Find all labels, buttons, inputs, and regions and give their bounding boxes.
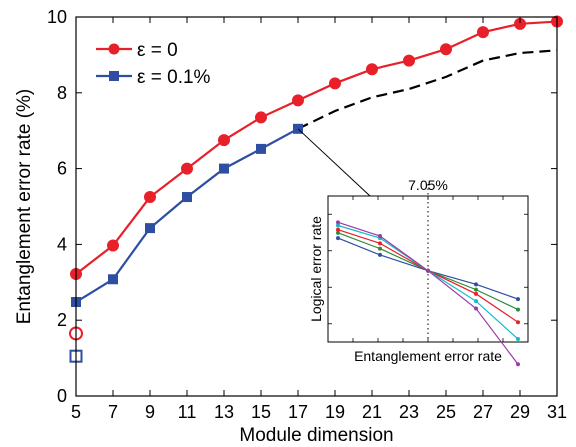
data-point (366, 63, 378, 76)
y-tick-label: 10 (47, 7, 67, 27)
inset-point (378, 234, 382, 239)
legend-marker (109, 71, 119, 81)
y-tick-label: 6 (57, 159, 67, 179)
data-point (256, 143, 266, 154)
data-point (329, 77, 341, 90)
data-point (440, 43, 452, 56)
inset-point (378, 246, 382, 251)
x-tick-label: 7 (108, 402, 118, 422)
plot-frame (75, 16, 558, 397)
data-point (145, 223, 155, 234)
inset-point (336, 227, 340, 232)
inset-x-label: Entanglement error rate (354, 348, 502, 364)
inset-point (516, 337, 520, 342)
y-tick-label: 0 (57, 386, 67, 406)
inset-point (336, 230, 340, 235)
inset-connector (297, 128, 371, 197)
x-tick-label: 5 (71, 402, 81, 422)
data-point (108, 274, 118, 285)
x-tick-label: 21 (362, 402, 382, 422)
inset-point (516, 320, 520, 325)
ticks-layer: 5 7 9 11 13 15 17 19 21 23 25 27 29 31 0 2 4 6 8 10 (47, 7, 567, 422)
legend: ε = 0 ε = 0.1% (96, 40, 211, 88)
data-point (182, 192, 192, 203)
inset-point (426, 268, 430, 273)
x-tick-label: 17 (288, 402, 308, 422)
data-point (477, 26, 489, 39)
inset-point (378, 252, 382, 257)
legend-label: ε = 0.1% (137, 67, 211, 88)
data-point (181, 162, 193, 175)
series-line-1 (75, 20, 558, 275)
x-tick-label: 19 (325, 402, 345, 422)
x-tick-label: 15 (251, 402, 271, 422)
data-point (144, 191, 156, 204)
inset-chart: 7.05% Entanglement error rate Logical erro… (297, 128, 529, 367)
inset-point (474, 291, 478, 296)
series-extrapolated-line (297, 49, 558, 130)
data-point (219, 163, 229, 174)
inset-point (336, 220, 340, 225)
series-layer (69, 15, 563, 363)
y-tick-label: 4 (57, 234, 67, 254)
data-point (255, 111, 267, 124)
x-tick-label: 25 (436, 402, 456, 422)
x-tick-label: 9 (145, 402, 155, 422)
y-tick-label: 2 (57, 310, 67, 330)
inset-point (516, 362, 520, 367)
inset-point (336, 236, 340, 241)
data-point (107, 239, 119, 252)
inset-point (516, 307, 520, 312)
x-tick-label: 11 (178, 402, 197, 422)
legend-marker (108, 43, 120, 55)
x-tick-label: 13 (214, 402, 234, 422)
x-tick-label: 29 (510, 402, 530, 422)
x-axis-label: Module dimension (239, 425, 393, 446)
x-tick-label: 31 (547, 402, 567, 422)
data-point (403, 54, 415, 67)
legend-label: ε = 0 (137, 40, 178, 61)
x-tick-label: 27 (473, 402, 493, 422)
inset-point (474, 282, 478, 287)
inset-threshold-label: 7.05% (408, 177, 448, 193)
data-point (292, 94, 304, 107)
data-point (218, 134, 230, 147)
y-axis-label: Entanglement error rate (%) (14, 89, 35, 325)
y-tick-label: 8 (57, 83, 67, 103)
inset-point (336, 223, 340, 228)
inset-point (474, 306, 478, 311)
inset-point (474, 299, 478, 304)
inset-point (378, 241, 382, 246)
inset-y-label: Logical error rate (308, 216, 324, 322)
inset-point (474, 287, 478, 292)
x-tick-label: 23 (399, 402, 419, 422)
inset-point (516, 297, 520, 302)
